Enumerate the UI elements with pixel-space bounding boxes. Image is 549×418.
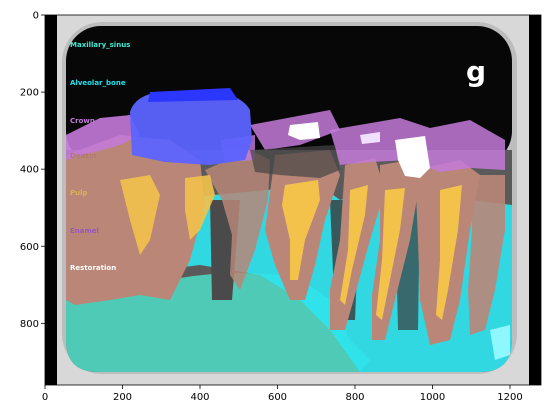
y-tick-label: 200 — [20, 88, 39, 99]
dentin-tooth-2 — [205, 150, 270, 290]
x-tick-label: 400 — [190, 392, 209, 403]
crown-region — [66, 115, 140, 160]
y-tick-label: 400 — [20, 165, 39, 176]
restoration-white-2 — [395, 136, 430, 178]
x-tick-label: 200 — [113, 392, 132, 403]
watermark-g: g — [466, 55, 486, 88]
x-tick-label: 800 — [345, 392, 364, 403]
legend-label-crown: Crown — [70, 117, 95, 125]
interproximal-shadow — [250, 145, 340, 178]
restoration-white-1 — [288, 122, 320, 140]
pulp-6 — [436, 185, 462, 320]
legend-label-enamel: Enamel — [70, 227, 99, 235]
right-black-bar — [529, 15, 541, 385]
x-tick-label: 600 — [268, 392, 287, 403]
image-area — [45, 15, 541, 385]
x-tick-label: 1000 — [420, 392, 445, 403]
y-tick-label: 800 — [20, 319, 39, 330]
restoration-blue-top — [148, 88, 238, 102]
legend-label-alveolar-bone: Alveolar_bone — [70, 79, 126, 87]
legend-label-restoration: Restoration — [70, 264, 116, 272]
pulp-3 — [282, 180, 320, 280]
y-axis: 0 200 400 600 800 — [20, 11, 45, 330]
dentin-tooth-7 — [468, 175, 505, 335]
left-black-bar — [45, 15, 57, 385]
y-tick-label: 600 — [20, 242, 39, 253]
pulp-2 — [185, 175, 215, 240]
x-tick-label: 0 — [42, 392, 48, 403]
alveolar-bone-patch — [490, 325, 510, 360]
restoration-white-3 — [360, 132, 380, 144]
restoration-blue — [130, 90, 252, 165]
legend-label-maxillary-sinus: Maxillary_sinus — [70, 41, 130, 49]
pulp-4 — [340, 185, 368, 305]
x-tick-label: 1200 — [497, 392, 522, 403]
axes-border — [44, 14, 542, 386]
pulp-1 — [120, 175, 160, 255]
x-axis: 0 200 400 600 800 1000 1200 — [42, 385, 523, 403]
pulp-5 — [376, 188, 405, 320]
legend-label-dentin: Dentin — [70, 152, 96, 160]
legend-label-pulp: Pulp — [70, 189, 88, 197]
legend: Maxillary_sinus Alveolar_bone Crown Dentin P… — [70, 41, 130, 272]
y-tick-label: 0 — [33, 11, 39, 22]
